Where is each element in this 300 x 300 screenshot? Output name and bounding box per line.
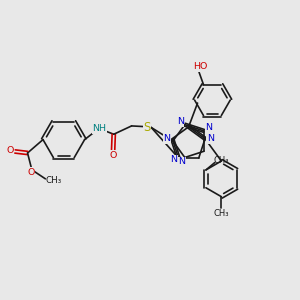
Text: HO: HO <box>193 62 208 71</box>
Text: N: N <box>178 158 185 166</box>
Text: NH: NH <box>92 124 106 134</box>
Text: O: O <box>27 168 35 177</box>
Text: CH₃: CH₃ <box>214 156 229 165</box>
Text: N: N <box>177 117 184 126</box>
Text: O: O <box>110 151 117 160</box>
Text: N: N <box>170 155 178 164</box>
Text: CH₃: CH₃ <box>46 176 62 185</box>
Text: N: N <box>205 124 212 133</box>
Text: O: O <box>6 146 14 155</box>
Text: CH₃: CH₃ <box>214 208 229 217</box>
Text: N: N <box>164 134 170 143</box>
Text: N: N <box>207 134 214 143</box>
Text: S: S <box>143 121 151 134</box>
